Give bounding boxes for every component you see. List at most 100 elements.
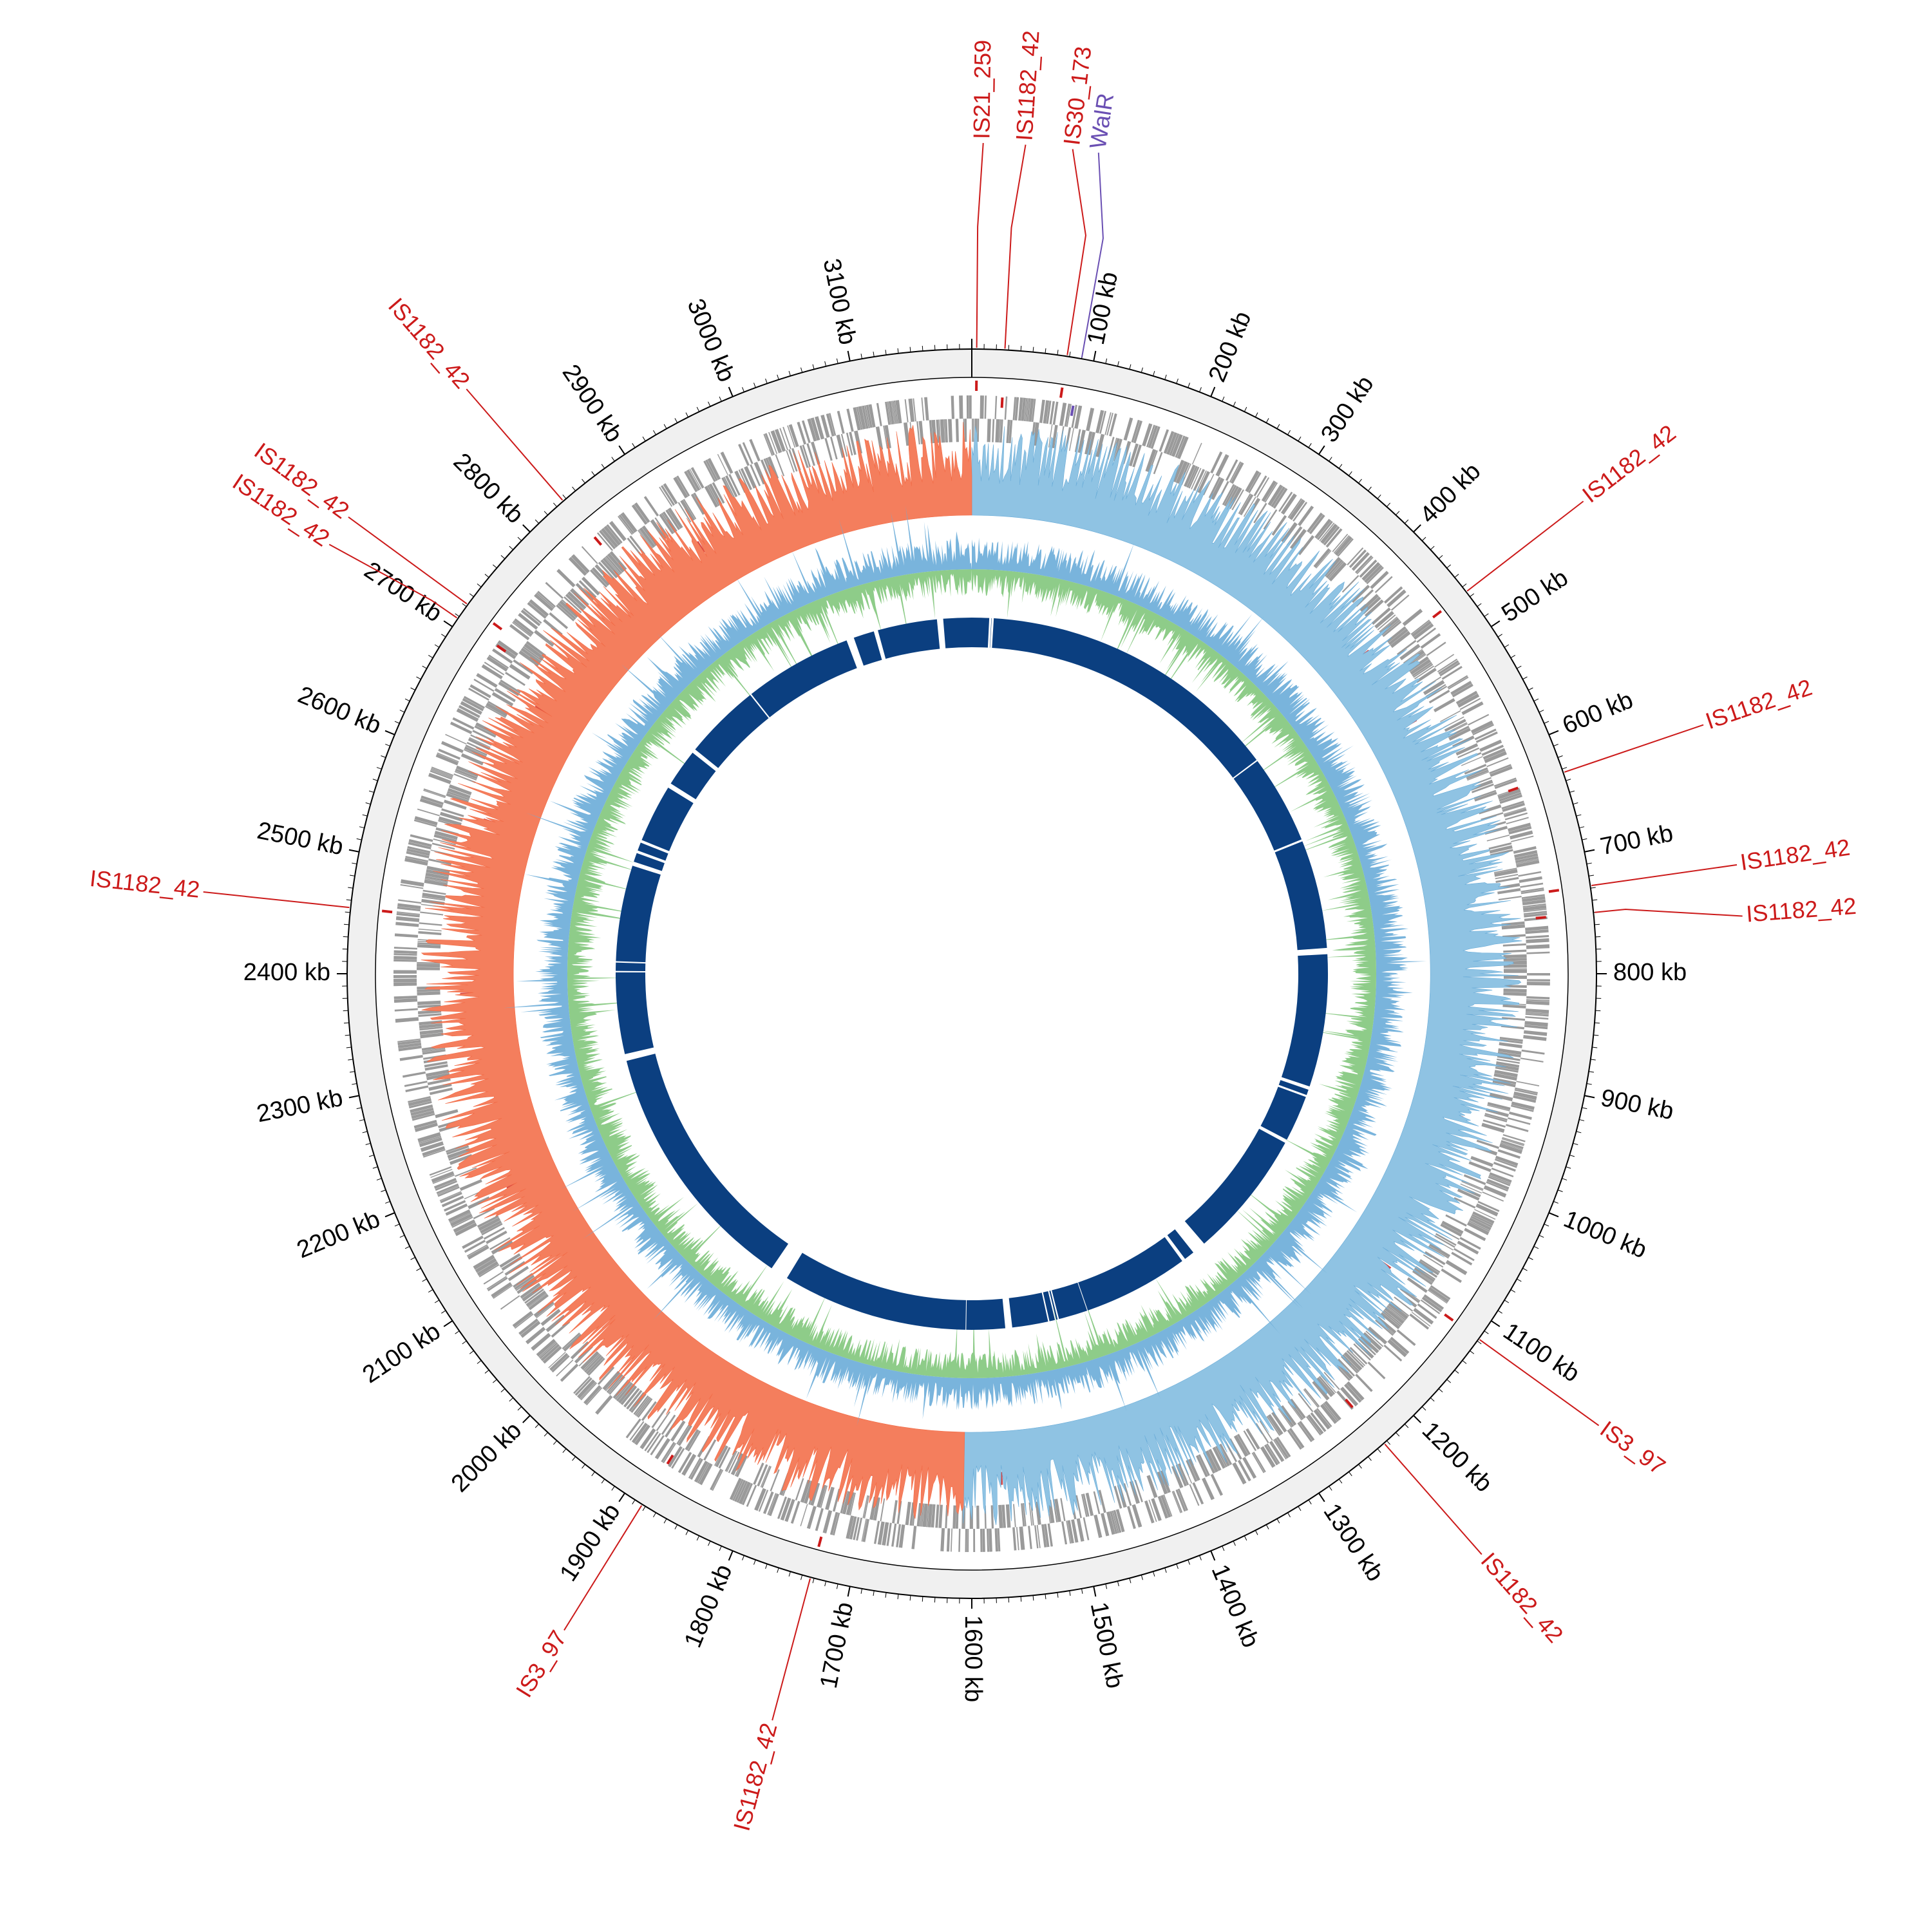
- major-tick: [1413, 524, 1421, 533]
- minor-tick: [1553, 1201, 1558, 1204]
- minor-tick: [492, 1379, 497, 1383]
- minor-tick: [812, 1578, 815, 1584]
- minor-tick: [500, 1388, 506, 1393]
- synteny-blocks: [615, 618, 1328, 1330]
- feature-leader-line: [1595, 909, 1743, 917]
- minor-tick: [1539, 710, 1544, 713]
- minor-tick: [1562, 1178, 1567, 1180]
- minor-tick: [1594, 923, 1600, 925]
- minor-tick: [753, 383, 756, 388]
- minor-tick: [1287, 430, 1291, 435]
- minor-tick: [1562, 767, 1567, 770]
- minor-tick: [381, 1189, 386, 1192]
- minor-tick: [1377, 494, 1381, 499]
- minor-tick: [365, 1142, 371, 1145]
- minor-tick: [1265, 1524, 1269, 1530]
- minor-tick: [1510, 655, 1516, 658]
- minor-tick: [1386, 502, 1391, 507]
- feature-label: IS1182_42: [1745, 893, 1857, 927]
- minor-tick: [632, 443, 636, 448]
- minor-tick: [399, 710, 405, 713]
- tick-label: 1100 kb: [1499, 1318, 1584, 1387]
- minor-tick: [824, 1581, 827, 1587]
- minor-tick: [1105, 1584, 1108, 1589]
- minor-tick: [800, 1575, 803, 1580]
- minor-tick: [708, 401, 711, 407]
- major-tick: [618, 1492, 625, 1502]
- feature-label: IS1182_42: [383, 292, 475, 393]
- minor-tick: [345, 1034, 350, 1036]
- feature-leader-line: [1384, 1443, 1482, 1555]
- minor-tick: [1576, 1131, 1582, 1133]
- minor-tick: [1396, 1432, 1400, 1437]
- tick-label: 2500 kb: [255, 817, 346, 861]
- minor-tick: [1081, 1588, 1083, 1594]
- mobile-element-mark: [496, 644, 507, 653]
- minor-tick: [1349, 471, 1352, 476]
- feature-leader-line: [1081, 153, 1104, 358]
- minor-tick: [777, 374, 779, 380]
- minor-tick: [348, 1059, 354, 1061]
- major-tick: [847, 350, 851, 361]
- minor-tick: [428, 655, 433, 658]
- minor-tick: [1528, 687, 1533, 691]
- tick-label: 2400 kb: [243, 959, 330, 986]
- tick-label: 3100 kb: [818, 256, 862, 347]
- minor-tick: [376, 1178, 382, 1180]
- feature-leader-line: [1564, 724, 1704, 773]
- minor-tick: [343, 923, 350, 925]
- minor-tick: [836, 1584, 838, 1589]
- tick-label: 100 kb: [1083, 270, 1123, 347]
- minor-tick: [1338, 464, 1343, 469]
- major-tick: [1490, 1320, 1501, 1327]
- minor-tick: [1557, 1189, 1563, 1192]
- minor-tick: [1349, 1472, 1352, 1477]
- major-tick: [618, 445, 625, 455]
- minor-tick: [788, 1571, 791, 1577]
- minor-tick: [372, 1166, 378, 1169]
- major-tick: [728, 386, 734, 397]
- minor-tick: [356, 1107, 362, 1110]
- minor-tick: [1222, 1546, 1225, 1551]
- minor-tick: [1396, 511, 1400, 516]
- tick-label: 200 kb: [1204, 308, 1256, 386]
- minor-tick: [1590, 887, 1596, 889]
- minor-tick: [1404, 1423, 1409, 1428]
- mobile-element-mark: [817, 1536, 823, 1548]
- tick-label: 2300 kb: [254, 1084, 345, 1128]
- minor-tick: [553, 1440, 558, 1445]
- feature-leader-lines: [203, 143, 1743, 1721]
- minor-tick: [441, 1310, 446, 1314]
- minor-tick: [685, 412, 689, 417]
- minor-tick: [416, 676, 421, 680]
- minor-tick: [611, 457, 615, 462]
- minor-tick: [544, 511, 548, 516]
- feature-label: IS3_97: [511, 1625, 572, 1702]
- minor-tick: [719, 396, 722, 402]
- minor-tick: [860, 1588, 862, 1594]
- mobile-element-mark: [1432, 610, 1443, 619]
- minor-tick: [873, 351, 875, 357]
- minor-tick: [434, 644, 440, 648]
- minor-tick: [1522, 676, 1528, 680]
- minor-tick: [572, 486, 576, 491]
- minor-tick: [1484, 1331, 1489, 1334]
- minor-tick: [544, 1432, 548, 1437]
- minor-tick: [742, 387, 744, 392]
- minor-tick: [477, 1360, 482, 1364]
- minor-tick: [1533, 1245, 1539, 1249]
- gc-skew-negative: [421, 422, 972, 1519]
- tick-label: 700 kb: [1598, 820, 1675, 860]
- minor-tick: [1222, 396, 1225, 402]
- minor-tick: [349, 875, 355, 876]
- mobile-element-mark: [1000, 1472, 1003, 1485]
- minor-tick: [484, 1369, 489, 1374]
- minor-tick: [601, 1479, 605, 1484]
- minor-tick: [1579, 826, 1585, 829]
- minor-tick: [562, 1448, 567, 1454]
- minor-tick: [484, 574, 489, 578]
- minor-tick: [685, 1530, 689, 1535]
- minor-tick: [708, 1540, 711, 1546]
- genome-backbone-ring: [346, 348, 1597, 1599]
- minor-tick: [788, 370, 791, 376]
